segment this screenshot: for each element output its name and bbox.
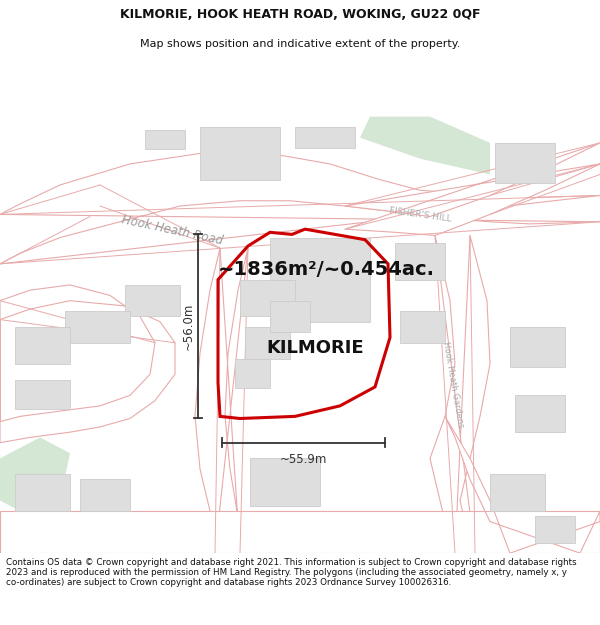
Bar	[395, 243, 445, 279]
Bar	[235, 359, 270, 388]
Polygon shape	[430, 236, 490, 553]
Bar	[490, 474, 545, 511]
Text: ~1836m²/~0.454ac.: ~1836m²/~0.454ac.	[218, 259, 435, 279]
Bar	[495, 143, 555, 183]
Bar	[295, 127, 355, 148]
Bar	[80, 479, 130, 511]
Bar	[65, 311, 130, 342]
Polygon shape	[195, 248, 248, 553]
Polygon shape	[0, 511, 600, 553]
Text: Map shows position and indicative extent of the property.: Map shows position and indicative extent…	[140, 39, 460, 49]
Text: KILMORIE, HOOK HEATH ROAD, WOKING, GU22 0QF: KILMORIE, HOOK HEATH ROAD, WOKING, GU22 …	[120, 8, 480, 21]
Text: ~55.9m: ~55.9m	[280, 453, 327, 466]
Text: KILMORIE: KILMORIE	[266, 339, 364, 357]
Polygon shape	[360, 117, 490, 174]
Bar	[250, 459, 320, 506]
Bar	[125, 285, 180, 316]
Polygon shape	[345, 143, 600, 236]
Polygon shape	[0, 285, 175, 442]
Bar	[245, 327, 290, 359]
Bar	[515, 396, 565, 432]
Bar	[270, 238, 370, 322]
Bar	[15, 379, 70, 409]
Text: ~56.0m: ~56.0m	[182, 302, 194, 350]
Bar	[200, 127, 280, 180]
Bar	[535, 516, 575, 542]
Text: Contains OS data © Crown copyright and database right 2021. This information is : Contains OS data © Crown copyright and d…	[6, 558, 577, 588]
Text: Hook Heath Gardens: Hook Heath Gardens	[441, 341, 465, 429]
Polygon shape	[445, 416, 600, 553]
Text: Hook Heath Road: Hook Heath Road	[120, 213, 224, 248]
Bar	[15, 474, 70, 511]
Bar	[400, 311, 445, 342]
Bar	[510, 327, 565, 367]
Bar	[145, 130, 185, 149]
Text: FISHER'S HILL: FISHER'S HILL	[388, 206, 452, 223]
Bar	[15, 327, 70, 364]
Bar	[240, 279, 295, 316]
Polygon shape	[0, 438, 70, 511]
Polygon shape	[0, 153, 600, 264]
Bar	[270, 301, 310, 332]
